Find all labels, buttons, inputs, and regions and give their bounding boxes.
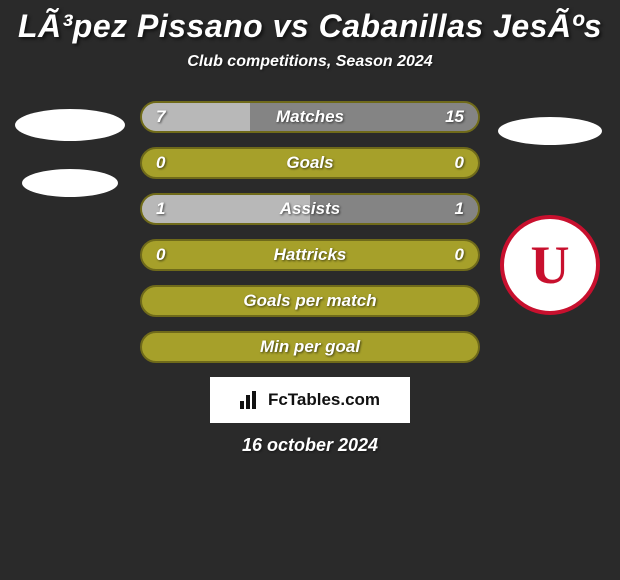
stat-value-left: 0 [156,153,165,173]
stat-value-left: 7 [156,107,165,127]
stat-value-left: 1 [156,199,165,219]
fctables-logo: FcTables.com [210,377,410,423]
stat-value-right: 15 [445,107,464,127]
player-right-avatar-placeholder [498,117,602,145]
stat-label: Goals per match [243,291,376,311]
player-left-avatar-placeholder [15,109,125,141]
stat-label: Hattricks [274,245,347,265]
logo-bars-icon [240,391,262,409]
subtitle: Club competitions, Season 2024 [0,53,620,71]
stat-label: Matches [276,107,344,127]
comparison-card: LÃ³pez Pissano vs Cabanillas JesÃºs Club… [0,0,620,456]
date-label: 16 october 2024 [0,435,620,456]
stat-label: Assists [280,199,340,219]
stat-bar: Goals per match [140,285,480,317]
stat-value-left: 0 [156,245,165,265]
stat-bar: 1 1 Assists [140,193,480,225]
logo-text: FcTables.com [268,390,380,410]
player-right-col: U [490,101,610,315]
stat-bar: 0 0 Goals [140,147,480,179]
stat-value-right: 1 [455,199,464,219]
player-right-club-badge: U [500,215,600,315]
stat-label: Goals [286,153,333,173]
comparison-grid: 7 15 Matches 0 0 Goals 1 1 Assists 0 0 Hattricks Goa… [0,101,620,363]
stat-bar: Min per goal [140,331,480,363]
club-badge-letter: U [531,234,570,296]
player-left-club-placeholder [22,169,118,197]
stat-value-right: 0 [455,153,464,173]
stat-value-right: 0 [455,245,464,265]
page-title: LÃ³pez Pissano vs Cabanillas JesÃºs [0,8,620,45]
stat-bar: 0 0 Hattricks [140,239,480,271]
stat-label: Min per goal [260,337,360,357]
player-left-col [10,101,130,197]
stat-bars: 7 15 Matches 0 0 Goals 1 1 Assists 0 0 Hattricks Goa… [140,101,480,363]
stat-bar: 7 15 Matches [140,101,480,133]
